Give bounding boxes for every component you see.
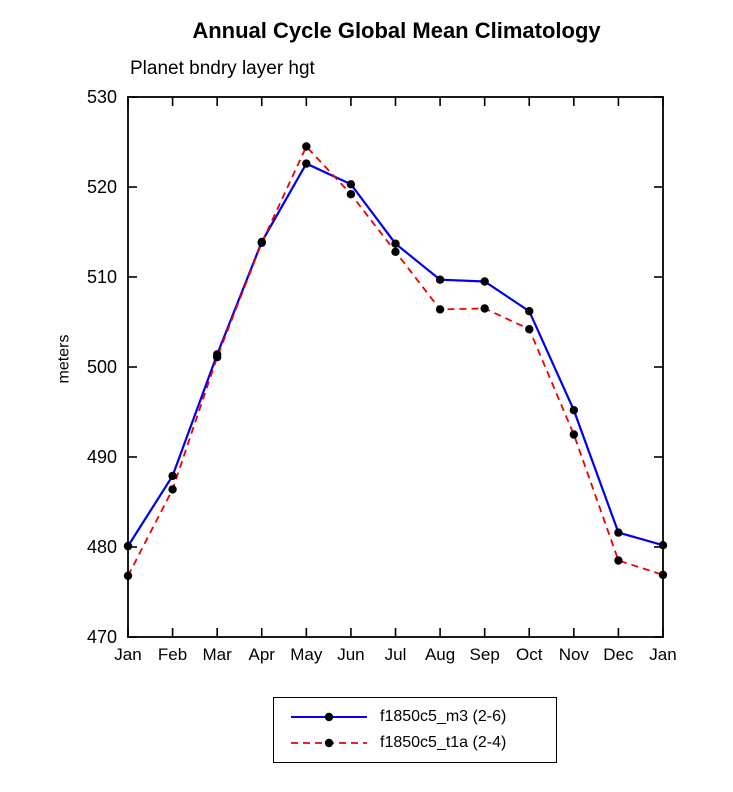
data-point (302, 142, 311, 151)
data-point (302, 159, 311, 168)
data-point (614, 528, 623, 537)
legend-label: f1850c5_m3 (2-6) (380, 708, 507, 725)
x-tick-label: May (290, 645, 323, 664)
data-point (435, 275, 445, 284)
data-point (658, 570, 668, 580)
y-tick-label: 510 (87, 267, 117, 287)
data-point (614, 556, 623, 565)
data-point (257, 238, 266, 247)
data-point (569, 430, 579, 439)
plot-frame (127, 96, 664, 638)
chart-subtitle: Planet bndry layer hgt (130, 58, 315, 79)
data-point (168, 485, 177, 494)
data-point (212, 352, 222, 362)
y-tick-label: 470 (87, 627, 117, 647)
x-tick-label: Oct (516, 645, 543, 664)
legend-item: f1850c5_m3 (2-6) (274, 708, 556, 726)
legend: f1850c5_m3 (2-6) f1850c5_t1a (2-4) (273, 697, 557, 763)
x-tick-label: Jan (649, 645, 676, 664)
data-point (525, 325, 534, 334)
data-point (391, 239, 400, 248)
data-point (525, 307, 534, 316)
data-point (346, 190, 356, 199)
x-tick-label: Feb (158, 645, 187, 664)
legend-line-dashed-icon (291, 738, 367, 748)
legend-line-solid-icon (291, 712, 367, 722)
data-point (346, 180, 356, 189)
x-tick-label: Aug (425, 645, 455, 664)
x-tick-label: Jan (114, 645, 141, 664)
data-point (391, 247, 400, 256)
data-point (123, 571, 133, 580)
series-line-0 (127, 162, 664, 547)
x-tick-label: Nov (559, 645, 590, 664)
x-tick-label: Jun (337, 645, 364, 664)
plot-area: Jan Feb Mar Apr May Jun Jul Aug Sep Oct Nov Dec Jan4… (87, 87, 677, 664)
data-point (480, 304, 489, 313)
x-tick-label: Dec (603, 645, 634, 664)
legend-item: f1850c5_t1a (2-4) (274, 734, 556, 752)
data-point (480, 277, 489, 286)
x-tick-label: Apr (249, 645, 276, 664)
y-tick-label: 490 (87, 447, 117, 467)
y-tick-label: 530 (87, 87, 117, 107)
data-point (123, 541, 133, 551)
y-tick-label: 480 (87, 537, 117, 557)
x-tick-label: Jul (385, 645, 407, 664)
data-point (168, 471, 177, 481)
legend-label: f1850c5_t1a (2-4) (380, 734, 507, 751)
data-point (435, 305, 445, 314)
data-point (569, 406, 579, 415)
x-tick-label: Sep (470, 645, 500, 664)
chart-title: Annual Cycle Global Mean Climatology (192, 18, 601, 43)
y-tick-label: 520 (87, 177, 117, 197)
series-line-1 (127, 144, 664, 577)
x-tick-label: Mar (203, 645, 233, 664)
data-point (658, 541, 668, 550)
y-tick-label: 500 (87, 357, 117, 377)
